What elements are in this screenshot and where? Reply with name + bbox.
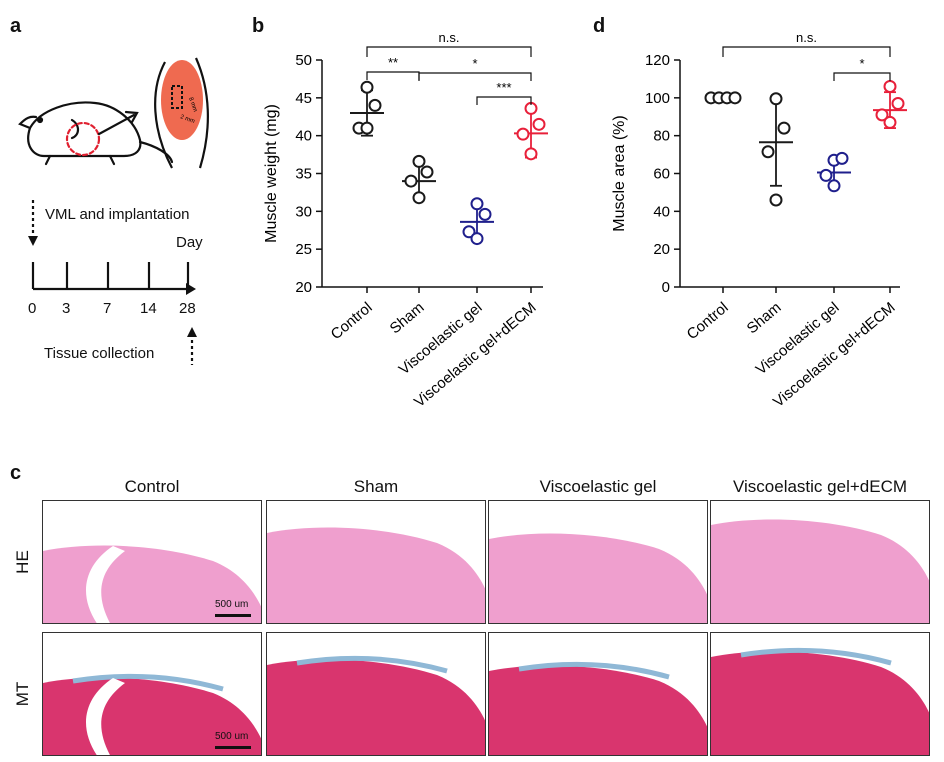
mouse-icon <box>18 101 174 166</box>
muscle-area-plot: 0 20 40 60 80 100 120 Muscle area (%) Control Sha… <box>611 30 907 411</box>
data-point <box>827 179 841 193</box>
histology-image: 500 um <box>42 500 262 624</box>
data-point <box>412 154 426 168</box>
significance-bracket <box>418 72 532 81</box>
histology-image <box>710 632 930 756</box>
y-tick-label: 30 <box>295 203 312 220</box>
surgery-schematic: 8 mm 2 mm VML and implantation Day Tissu… <box>18 57 209 365</box>
significance-bracket <box>366 46 532 57</box>
significance-bracket <box>476 96 532 105</box>
panel-letter-a: a <box>10 15 22 37</box>
histology-column-title: Sham <box>353 477 399 496</box>
histology-column-title: Control <box>124 477 180 496</box>
timeline-tick-0: 0 <box>28 300 36 317</box>
y-tick-label: 25 <box>295 241 312 258</box>
data-point <box>532 117 546 131</box>
significance-label: *** <box>496 80 511 95</box>
data-point <box>368 98 382 112</box>
x-tick-label: Control <box>684 299 732 343</box>
y-axis-label: Muscle area (%) <box>611 115 628 231</box>
histology-image <box>266 500 486 624</box>
histology-column-title: Viscoelastic gel <box>539 477 657 496</box>
x-tick-label: Sham <box>387 299 428 337</box>
scale-bar <box>215 746 251 749</box>
data-point <box>360 121 374 135</box>
histology-row-label: MT <box>13 681 32 707</box>
histology-image <box>710 500 930 624</box>
significance-label: n.s. <box>796 30 817 45</box>
data-point <box>761 145 775 159</box>
data-point <box>524 147 538 161</box>
timeline-tick-28: 28 <box>179 300 196 317</box>
y-tick-label: 100 <box>645 90 670 107</box>
significance-label: ** <box>388 55 398 70</box>
y-tick-label: 0 <box>662 279 670 296</box>
timeline-tick-14: 14 <box>140 300 157 317</box>
histology-column-title: Viscoelastic gel+dECM <box>732 477 908 496</box>
significance-label: n.s. <box>439 30 460 45</box>
histology-image <box>488 632 708 756</box>
significance-bracket <box>722 46 891 57</box>
data-point <box>835 151 849 165</box>
data-point <box>420 165 434 179</box>
data-point <box>470 197 484 211</box>
histology-image <box>488 500 708 624</box>
scale-bar <box>215 614 251 617</box>
data-point <box>728 91 742 105</box>
data-point <box>769 193 783 207</box>
data-point <box>462 225 476 239</box>
x-tick-label: Control <box>328 299 376 343</box>
data-point <box>769 92 783 106</box>
y-tick-label: 20 <box>295 279 312 296</box>
day-label: Day <box>176 234 203 251</box>
histology-image: 500 um <box>42 632 262 756</box>
data-point <box>891 97 905 111</box>
y-axis-label: Muscle weight (mg) <box>263 104 280 243</box>
significance-bracket <box>366 71 420 80</box>
y-tick-label: 20 <box>653 241 670 258</box>
data-point <box>470 232 484 246</box>
significance-bracket <box>833 72 891 81</box>
data-point <box>777 121 791 135</box>
y-tick-label: 50 <box>295 52 312 69</box>
scale-bar-label: 500 um <box>215 731 249 742</box>
significance-label: * <box>472 56 477 71</box>
scale-bar-label: 500 um <box>215 599 249 610</box>
histology-row-label: HE <box>13 550 32 574</box>
data-point <box>819 168 833 182</box>
histology-image <box>266 632 486 756</box>
data-point <box>875 108 889 122</box>
data-point <box>883 115 897 129</box>
data-point <box>360 80 374 94</box>
x-tick-label: Sham <box>744 299 785 337</box>
defect-length-label: 8 mm <box>187 97 198 113</box>
timeline <box>28 200 197 365</box>
y-tick-label: 60 <box>653 166 670 183</box>
data-point <box>883 79 897 93</box>
step-label-collection: Tissue collection <box>44 345 154 362</box>
defect-width-label: 2 mm <box>179 114 195 125</box>
panel-letter-c: c <box>10 462 22 484</box>
muscle-weight-chart: 20 25 30 35 40 45 50 Muscle weight (mg) Control S… <box>263 30 907 411</box>
y-tick-label: 35 <box>295 166 312 183</box>
y-tick-label: 40 <box>295 128 312 145</box>
step-label-vml: VML and implantation <box>45 206 190 223</box>
timeline-tick-7: 7 <box>103 300 111 317</box>
data-point <box>478 207 492 221</box>
data-point <box>412 191 426 205</box>
data-point <box>516 127 530 141</box>
panel-letter-d: d <box>593 15 606 37</box>
y-tick-label: 40 <box>653 203 670 220</box>
muscle-icon: 8 mm 2 mm <box>154 57 209 169</box>
data-point <box>404 174 418 188</box>
timeline-tick-3: 3 <box>62 300 70 317</box>
y-tick-label: 120 <box>645 52 670 69</box>
significance-label: * <box>859 56 864 71</box>
muscle-weight-plot: 20 25 30 35 40 45 50 Muscle weight (mg) Control S… <box>263 30 548 411</box>
panel-letter-b: b <box>252 15 265 37</box>
y-tick-label: 80 <box>653 128 670 145</box>
y-tick-label: 45 <box>295 90 312 107</box>
